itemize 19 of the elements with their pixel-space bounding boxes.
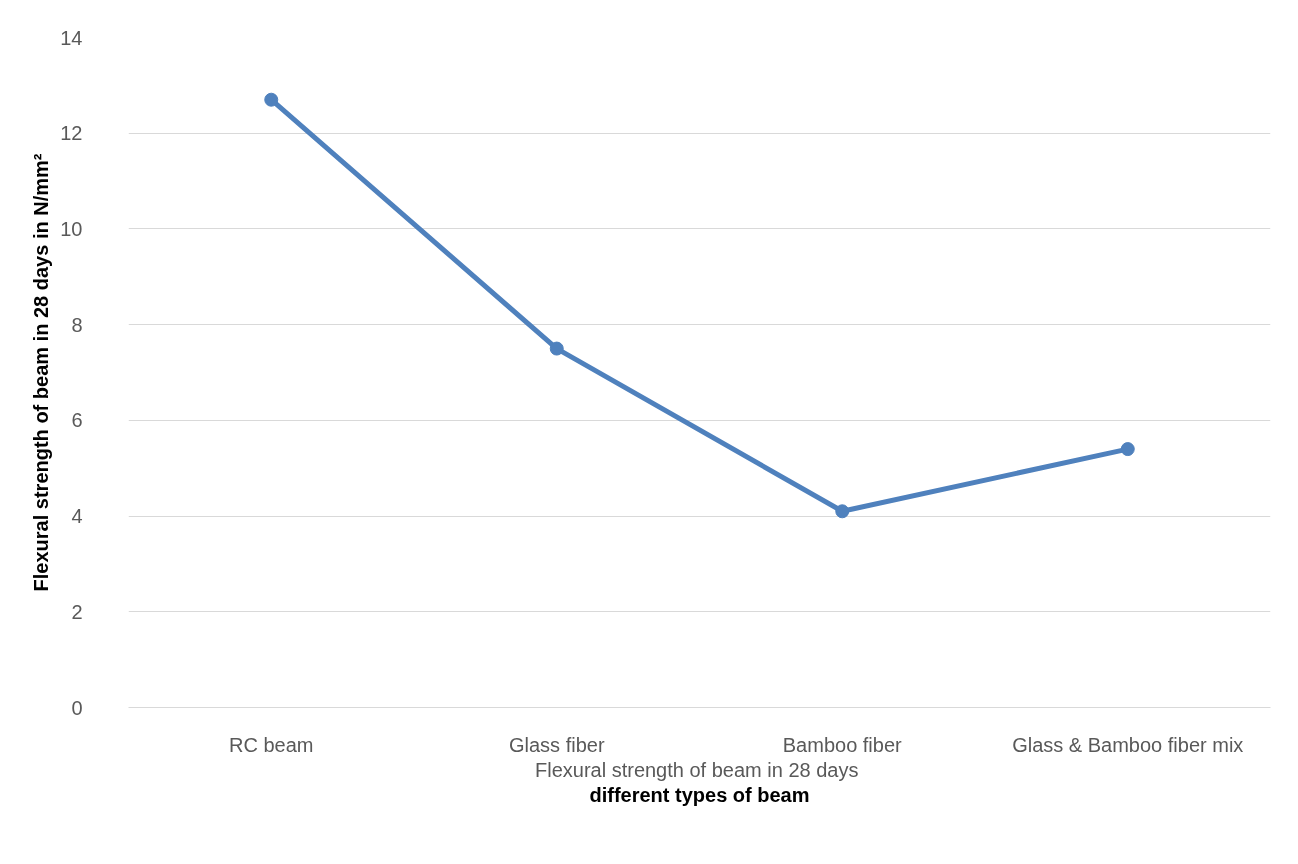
y-tick-label: 0 xyxy=(71,696,83,719)
y-tick-label: 12 xyxy=(60,122,83,145)
point xyxy=(835,504,850,519)
y-tick-label: 6 xyxy=(71,409,83,432)
x-tick-label: Bamboo fiber xyxy=(782,733,903,756)
point xyxy=(549,341,564,356)
point xyxy=(1120,442,1135,457)
y-axis-title: Flexural strength of beam in 28 days in N/mm² xyxy=(30,153,53,592)
y-tick-label: 4 xyxy=(71,505,83,528)
point xyxy=(264,92,279,107)
y-tick-label: 2 xyxy=(71,600,83,623)
x-tick-label: Glass & Bamboo fiber mix xyxy=(1012,733,1244,756)
x-axis-title: different types of beam xyxy=(589,783,810,806)
text: Flexural strength of beam in 28 days xyxy=(534,758,859,781)
x-tick-label: RC beam xyxy=(229,733,314,756)
y-tick-label: 10 xyxy=(60,217,83,240)
y-tick-label: 14 xyxy=(60,26,83,49)
x-tick-label: Glass fiber xyxy=(508,733,605,756)
y-tick-label: 8 xyxy=(71,313,83,336)
